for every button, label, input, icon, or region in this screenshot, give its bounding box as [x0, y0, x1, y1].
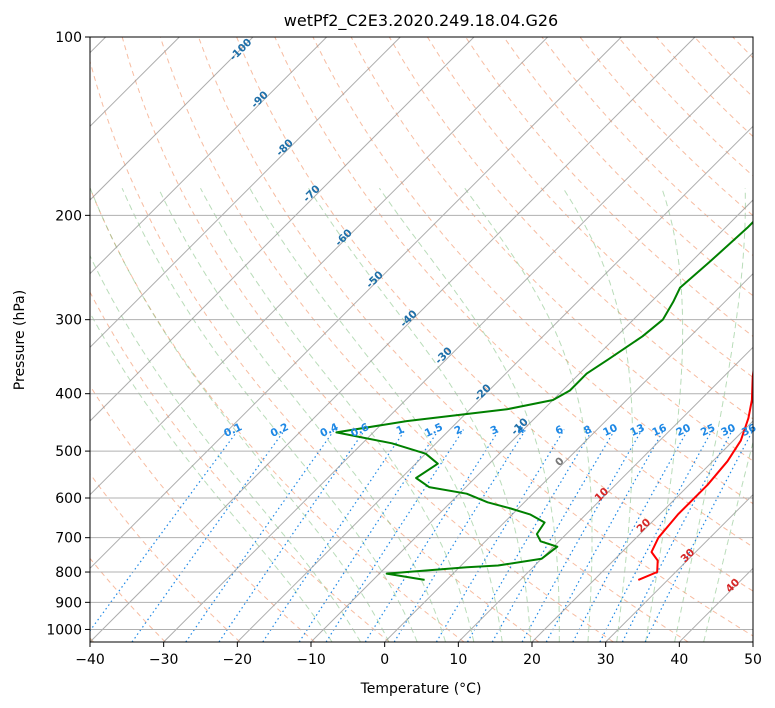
moist-adiabat-line [90, 188, 390, 642]
x-tick-label: −30 [149, 652, 179, 668]
x-tick-label: 40 [670, 652, 688, 668]
dry-adiabat-line [90, 384, 316, 642]
isotherm-line [163, 51, 753, 642]
moist-adiabat-line [90, 254, 361, 642]
mixing-ratio-label: 2 [453, 423, 465, 437]
y-axis: 100 200 300 400 500 600 700 800 900 1000 [46, 30, 90, 638]
dry-adiabat-line [121, 37, 614, 642]
y-tick-label: 400 [55, 387, 82, 403]
mixing-ratio-label: 20 [674, 422, 692, 439]
mixing-ratio-label: 1 [394, 423, 406, 437]
mixing-ratio-line [644, 429, 753, 642]
isotherm-line [310, 199, 753, 642]
dry-adiabat-line [388, 37, 753, 420]
moist-adiabat-line [562, 187, 633, 642]
moist-adiabat-line [703, 440, 753, 642]
mixing-ratio-line [298, 429, 440, 642]
dry-adiabat-line [90, 557, 166, 642]
y-tick-label: 900 [55, 595, 82, 611]
y-axis-label: Pressure (hPa) [12, 290, 28, 390]
mixing-ratio-line [599, 429, 713, 642]
plot-frame [89, 36, 754, 643]
x-tick-label: −20 [223, 652, 253, 668]
isotherm-line [90, 37, 401, 349]
dry-adiabat-line [465, 37, 753, 338]
mixing-ratio-label: 8 [582, 423, 594, 437]
x-tick-label: 30 [597, 652, 615, 668]
moist-adiabat-line [90, 311, 333, 642]
chart-title: wetPf2_C2E3.2020.249.18.04.G26 [284, 11, 558, 31]
mixing-ratio-line [131, 429, 286, 642]
y-tick-label: 500 [55, 444, 82, 460]
y-tick-label: 600 [55, 491, 82, 507]
mixing-ratio-label: 6 [554, 423, 566, 437]
moist-adiabat-line [158, 187, 446, 642]
moist-adiabat-line [378, 187, 560, 642]
x-axis: −40 −30 −20 −10 0 10 20 30 40 50 [75, 642, 762, 668]
series-lines [335, 220, 753, 581]
grid-lines [90, 37, 753, 642]
mixing-ratio-label: 30 [719, 422, 737, 439]
moist-adiabat-line [249, 187, 503, 642]
mixing-ratio-label: 16 [650, 422, 668, 439]
moist-adiabat-line [674, 188, 746, 642]
y-tick-label: 200 [55, 208, 82, 224]
isotherm-line [90, 37, 328, 275]
y-tick-label: 100 [55, 30, 82, 46]
mixing-ratio-line [545, 429, 665, 642]
dry-adiabat-line [236, 37, 753, 592]
isotherm-line [457, 346, 753, 642]
isotherm-line [90, 37, 696, 642]
isotherm-line [236, 125, 753, 642]
mixing-ratio-label: 4 [515, 423, 527, 437]
isotherm-line [90, 37, 549, 496]
mixing-ratio-line [185, 429, 335, 642]
mixing-ratio-label: 36 [740, 422, 758, 439]
dry-adiabat-line [90, 59, 540, 642]
moist-adiabat-line [308, 187, 532, 642]
mixing-ratio-label: 13 [628, 422, 646, 439]
y-tick-label: 300 [55, 313, 82, 329]
moist-adiabat-line [645, 188, 684, 642]
isotherm-line [384, 272, 753, 642]
background-lines [90, 37, 753, 642]
isotherm-line [90, 37, 254, 201]
moist-adiabat-line [200, 187, 475, 642]
x-tick-label: 0 [380, 652, 389, 668]
dry-adiabat-line [312, 37, 753, 505]
mixing-ratio-line [393, 429, 527, 642]
mixing-ratio-label: 25 [699, 422, 717, 439]
y-tick-label: 800 [55, 565, 82, 581]
y-tick-label: 1000 [46, 622, 82, 638]
x-tick-label: −40 [75, 652, 105, 668]
temperature-line [637, 366, 753, 581]
mixing-ratio-line [621, 429, 734, 642]
isotherm-line [90, 37, 475, 422]
isotherm-line [90, 37, 622, 570]
mixing-ratio-label: 10 [601, 422, 619, 439]
mixing-ratio-line [435, 429, 565, 642]
dry-adiabat-line [274, 37, 753, 548]
dry-adiabat-line [350, 37, 753, 462]
x-tick-label: 10 [449, 652, 467, 668]
mixing-ratio-line [364, 429, 500, 642]
x-tick-label: 50 [744, 652, 762, 668]
x-tick-label: 20 [523, 652, 541, 668]
dry-adiabat-line [503, 37, 753, 297]
dry-adiabat-line [90, 186, 465, 642]
mixing-ratio-label: 3 [489, 423, 501, 437]
dry-adiabat-line [90, 472, 241, 642]
x-tick-label: −10 [296, 652, 326, 668]
dry-adiabat-line [90, 291, 390, 642]
y-tick-label: 700 [55, 531, 82, 547]
x-axis-label: Temperature (°C) [360, 681, 482, 697]
isotherm-line [531, 420, 753, 642]
dewpoint-line [335, 220, 753, 581]
moist-adiabat-line [121, 187, 418, 642]
dry-adiabat-line [159, 37, 689, 642]
isotherm-line [605, 493, 753, 642]
